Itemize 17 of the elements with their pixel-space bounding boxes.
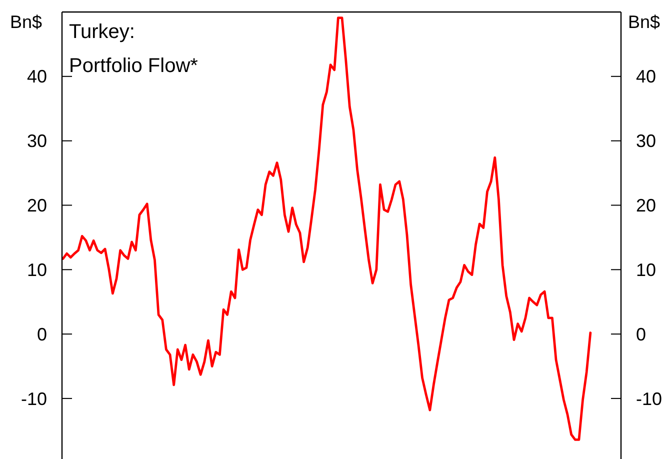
y2-tick-label: 40 [636, 66, 656, 87]
line-series [62, 16, 592, 441]
y-tick-label: 30 [26, 131, 47, 152]
text: Portfolio Flow* [69, 55, 198, 77]
y2-tick-label: 30 [636, 131, 656, 152]
y-tick-label: 10 [26, 260, 47, 280]
y2-tick-label: -10 [636, 388, 662, 409]
y-tick-label: 20 [26, 196, 47, 216]
y2-tick-label: 10 [636, 260, 656, 280]
y-tick-label: 40 [26, 66, 47, 87]
y-axis-title: Bn$ [10, 12, 42, 32]
y2-tick-label: 0 [636, 324, 646, 344]
y2-axis-title: Bn$ [628, 12, 660, 32]
y-tick-label: -10 [20, 388, 47, 409]
y-tick-label: 0 [36, 324, 47, 344]
y2-tick-label: 20 [636, 196, 656, 216]
chart-title: Turkey: [69, 21, 135, 43]
